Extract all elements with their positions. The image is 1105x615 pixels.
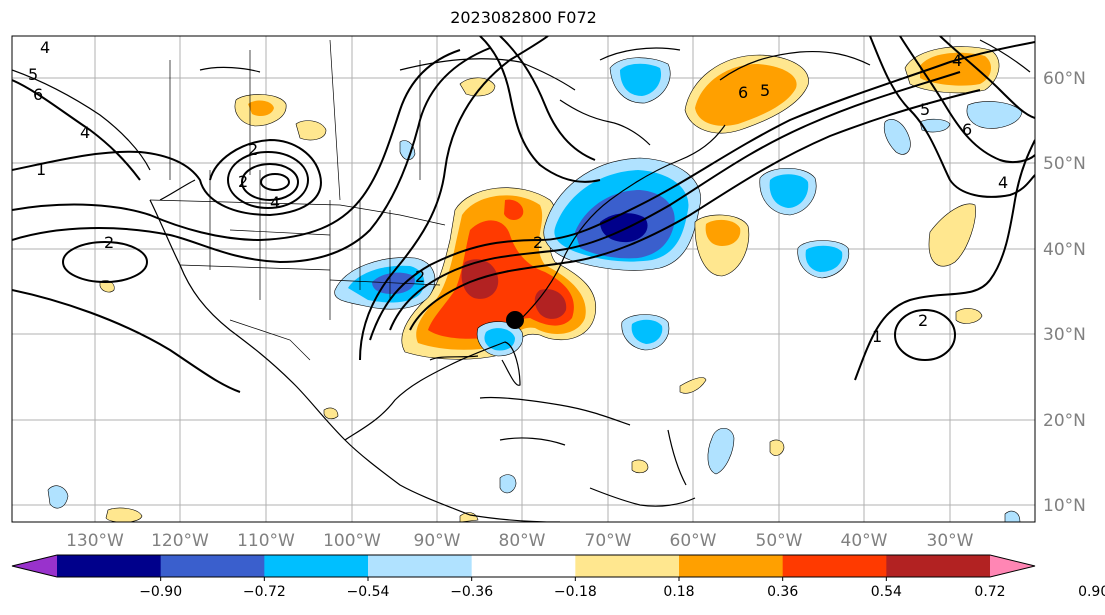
lat-label: 40°N (1043, 240, 1086, 260)
contour-label: 4 (998, 173, 1008, 192)
colorbar-segment (886, 555, 991, 577)
contour-label: 2 (918, 311, 928, 330)
colorbar-tick-label: 0.72 (974, 584, 1005, 600)
lon-label: 40°W (841, 531, 888, 551)
contour-label: 1 (36, 160, 46, 179)
colorbar-segment (782, 555, 887, 577)
contour-labels: 4 5 6 4 1 2 2 2 4 2 2 6 5 4 5 6 4 1 2 (28, 38, 1008, 346)
colorbar-segment (368, 555, 473, 577)
lon-label: 110°W (237, 531, 295, 551)
contour-label: 2 (533, 233, 543, 252)
colorbar-tick-label: −0.36 (450, 584, 493, 600)
colorbar-tick-label: 0.54 (871, 584, 902, 600)
lon-label: 70°W (585, 531, 632, 551)
lat-label: 60°N (1043, 69, 1086, 89)
longitude-labels: 130°W 120°W 110°W 100°W 90°W 80°W 70°W 6… (66, 531, 974, 551)
lon-label: 80°W (499, 531, 546, 551)
map-title: 2023082800 F072 (450, 8, 597, 27)
contour-label: 4 (270, 193, 280, 212)
colorbar-tick-label: −0.72 (243, 584, 286, 600)
contour-label: 4 (80, 123, 90, 142)
colorbar-segment (679, 555, 784, 577)
contour-label: 6 (33, 85, 43, 104)
colorbar-tick-label: −0.54 (347, 584, 390, 600)
contour-label: 5 (760, 81, 770, 100)
map-panel: 4 5 6 4 1 2 2 2 4 2 2 6 5 4 5 6 4 1 2 (11, 35, 1086, 551)
colorbar-segment (471, 555, 576, 577)
storm-position-marker (506, 311, 524, 329)
contour-label: 4 (952, 51, 962, 70)
lon-label: 30°W (927, 531, 974, 551)
colorbar-tick-label: −0.90 (139, 584, 182, 600)
lon-label: 130°W (66, 531, 124, 551)
colorbar-tick-labels: −0.90 −0.72 −0.54 −0.36 −0.18 0.18 0.36 … (139, 584, 1105, 600)
lat-label: 20°N (1043, 411, 1086, 431)
colorbar-tick-label: 0.36 (767, 584, 798, 600)
colorbar-segment (160, 555, 265, 577)
contour-label: 5 (920, 100, 930, 119)
contour-label: 6 (962, 120, 972, 139)
colorbar-tick-label: 0.18 (663, 584, 694, 600)
lat-label: 30°N (1043, 325, 1086, 345)
contour-label: 1 (872, 327, 882, 346)
colorbar-tick-label: 0.90 (1078, 584, 1105, 600)
contour-lines (12, 36, 1035, 393)
coastlines (12, 39, 1031, 522)
contour-label: 2 (104, 233, 114, 252)
colorbar-segment (575, 555, 680, 577)
colorbar-segment (57, 555, 162, 577)
contour-label: 6 (738, 83, 748, 102)
colorbar-segment (264, 555, 369, 577)
lon-label: 90°W (414, 531, 461, 551)
colorbar-outline (11, 554, 1036, 578)
contour-label: 5 (28, 65, 38, 84)
colorbar-extend-min (12, 555, 57, 577)
latitude-labels: 60°N 50°N 40°N 30°N 20°N 10°N (1043, 69, 1086, 516)
map-frame (11, 35, 1036, 523)
contour-label: 4 (40, 38, 50, 57)
contour-label: 2 (248, 140, 258, 159)
lon-label: 120°W (151, 531, 209, 551)
contour-label: 2 (238, 172, 248, 191)
lon-label: 60°W (670, 531, 717, 551)
colorbar-extend-max (990, 555, 1035, 577)
lat-label: 10°N (1043, 496, 1086, 516)
lon-label: 100°W (323, 531, 381, 551)
colorbar (11, 554, 1036, 581)
contour-label: 2 (415, 267, 425, 286)
colorbar-tick-label: −0.18 (554, 584, 597, 600)
lat-label: 50°N (1043, 154, 1086, 174)
lon-label: 50°W (756, 531, 803, 551)
